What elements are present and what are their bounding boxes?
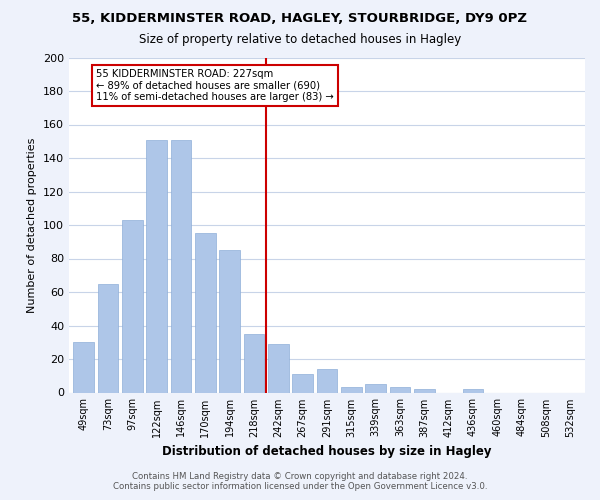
Bar bbox=[414, 389, 435, 392]
Bar bbox=[268, 344, 289, 393]
Bar bbox=[389, 388, 410, 392]
Text: Size of property relative to detached houses in Hagley: Size of property relative to detached ho… bbox=[139, 32, 461, 46]
Bar bbox=[365, 384, 386, 392]
Text: Contains HM Land Registry data © Crown copyright and database right 2024.
Contai: Contains HM Land Registry data © Crown c… bbox=[113, 472, 487, 491]
Bar bbox=[195, 234, 215, 392]
Text: 55 KIDDERMINSTER ROAD: 227sqm
← 89% of detached houses are smaller (690)
11% of : 55 KIDDERMINSTER ROAD: 227sqm ← 89% of d… bbox=[96, 69, 334, 102]
Bar bbox=[146, 140, 167, 392]
X-axis label: Distribution of detached houses by size in Hagley: Distribution of detached houses by size … bbox=[162, 445, 492, 458]
Bar bbox=[98, 284, 118, 393]
Bar bbox=[317, 369, 337, 392]
Bar bbox=[292, 374, 313, 392]
Text: 55, KIDDERMINSTER ROAD, HAGLEY, STOURBRIDGE, DY9 0PZ: 55, KIDDERMINSTER ROAD, HAGLEY, STOURBRI… bbox=[73, 12, 527, 26]
Y-axis label: Number of detached properties: Number of detached properties bbox=[28, 138, 37, 312]
Bar bbox=[122, 220, 143, 392]
Bar bbox=[170, 140, 191, 392]
Bar bbox=[73, 342, 94, 392]
Bar bbox=[219, 250, 240, 392]
Bar bbox=[341, 388, 362, 392]
Bar bbox=[463, 389, 484, 392]
Bar bbox=[244, 334, 265, 392]
